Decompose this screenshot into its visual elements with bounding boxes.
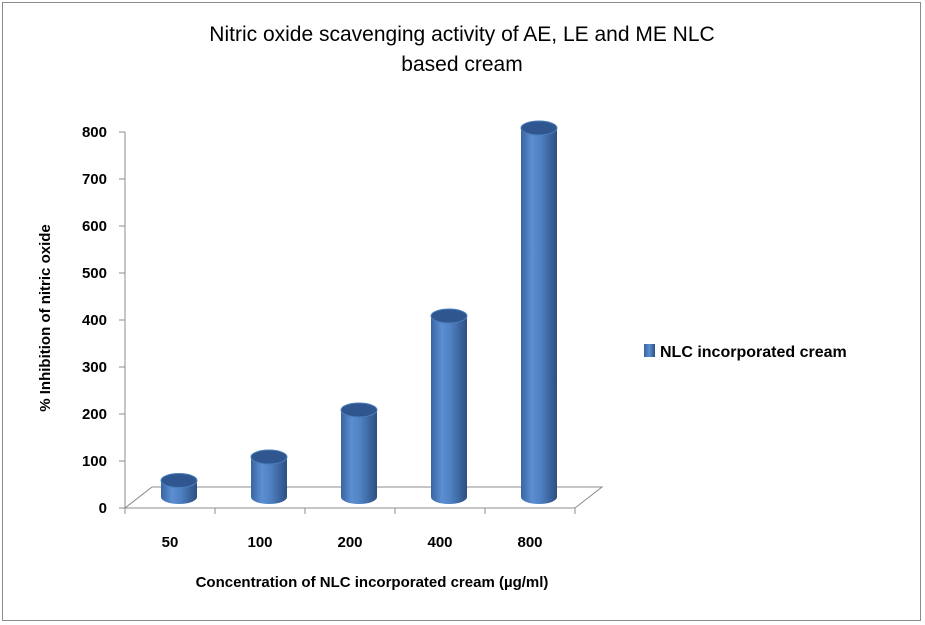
legend-label: NLC incorporated cream	[660, 344, 847, 361]
y-tick-label: 100	[82, 453, 107, 470]
legend-swatch	[644, 344, 655, 357]
y-tick-label: 200	[82, 406, 107, 423]
y-tick-label: 700	[82, 171, 107, 188]
chart-title-line2: based cream	[401, 53, 522, 76]
y-tick-label: 0	[99, 500, 107, 517]
x-tick-label: 50	[162, 534, 179, 551]
bar	[340, 402, 378, 504]
bar-body	[521, 128, 557, 504]
y-tick-labels: 0 100 200 300 400 500 600 700 800	[82, 124, 107, 517]
bar	[520, 120, 558, 504]
y-tick-label: 600	[82, 218, 107, 235]
chart-title: Nitric oxide scavenging activity of AE, …	[209, 23, 714, 46]
bar-body	[341, 410, 377, 504]
bar-top	[520, 120, 558, 136]
x-tick-labels: 50 100 200 400 800	[162, 534, 543, 551]
bar	[160, 473, 198, 504]
bar-body	[431, 316, 467, 504]
x-axis-title: Concentration of NLC incorporated cream …	[196, 574, 549, 591]
bar	[250, 449, 288, 504]
x-tick-label: 800	[517, 534, 542, 551]
y-tick-label: 800	[82, 124, 107, 141]
chart-axes	[119, 131, 576, 514]
legend: NLC incorporated cream	[644, 344, 847, 361]
x-tick-label: 100	[247, 534, 272, 551]
bars-group	[160, 120, 558, 504]
x-tick-label: 400	[427, 534, 452, 551]
bar-body	[251, 457, 287, 504]
y-tick-label: 400	[82, 312, 107, 329]
y-tick-label: 500	[82, 265, 107, 282]
bar-top	[430, 308, 468, 324]
bar-top	[340, 402, 378, 418]
y-tick-label: 300	[82, 359, 107, 376]
y-axis-title: % Inhibition of nitric oxide	[37, 224, 54, 412]
bar-top	[160, 473, 198, 488]
bar	[430, 308, 468, 504]
x-tick-label: 200	[337, 534, 362, 551]
bar-top	[250, 449, 288, 465]
